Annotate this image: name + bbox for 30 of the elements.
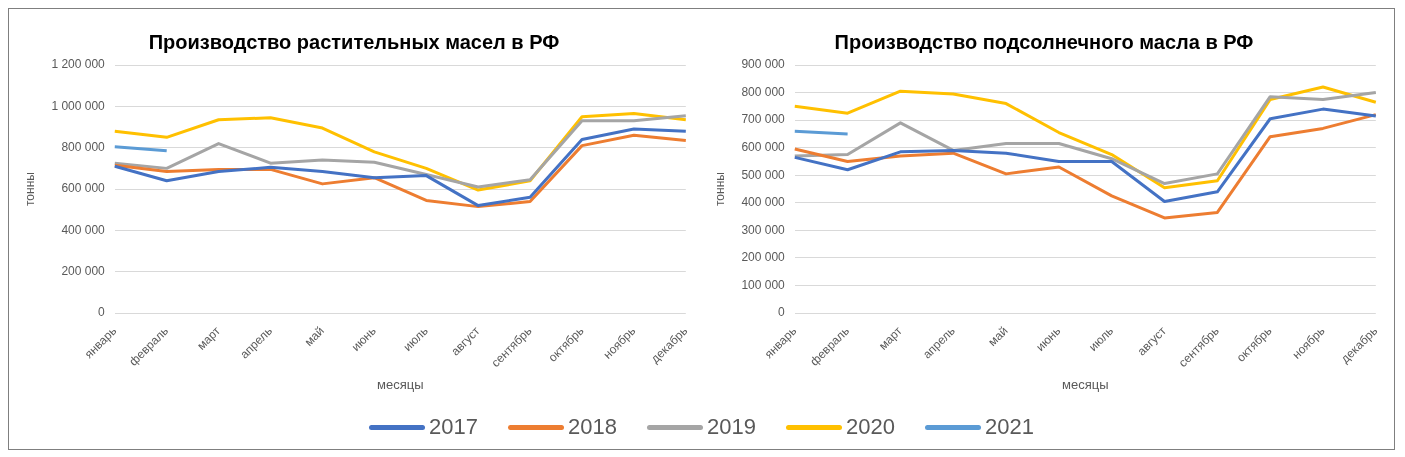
y-tick-label: 100 000 [741, 277, 786, 292]
chart-title: Производство растительных масел в РФ [148, 30, 560, 53]
y-tick-label: 200 000 [61, 264, 106, 279]
y-tick-label: 600 000 [61, 181, 106, 196]
x-tick-label: май [985, 323, 1011, 349]
legend-label: 2019 [707, 414, 756, 440]
y-tick-label: 600 000 [741, 140, 786, 155]
legend-label: 2017 [429, 414, 479, 440]
legend-label: 2020 [845, 414, 895, 440]
y-tick-label: 700 000 [741, 112, 786, 127]
legend-label: 2021 [984, 414, 1034, 440]
y-tick-label: 900 000 [741, 57, 786, 72]
y-axis-title: тонны [22, 172, 37, 207]
x-tick-label: май [301, 323, 327, 349]
y-tick-label: 800 000 [741, 84, 786, 99]
y-tick-label: 0 [98, 305, 106, 320]
y-tick-label: 0 [778, 305, 786, 320]
chart-title: Производство подсолнечного масла в РФ [834, 30, 1254, 53]
y-tick-label: 1 000 000 [51, 98, 106, 113]
y-axis-title: тонны [712, 172, 727, 207]
y-tick-label: 500 000 [741, 167, 786, 182]
y-tick-label: 200 000 [741, 250, 786, 265]
x-axis-title: месяцы [1062, 376, 1109, 392]
x-axis-title: месяцы [377, 376, 424, 392]
y-tick-label: 1 200 000 [51, 57, 106, 72]
legend-label: 2018 [568, 414, 618, 440]
y-tick-label: 400 000 [741, 195, 786, 210]
y-tick-label: 800 000 [61, 140, 106, 155]
y-tick-label: 400 000 [61, 222, 106, 237]
y-tick-label: 300 000 [741, 222, 786, 237]
